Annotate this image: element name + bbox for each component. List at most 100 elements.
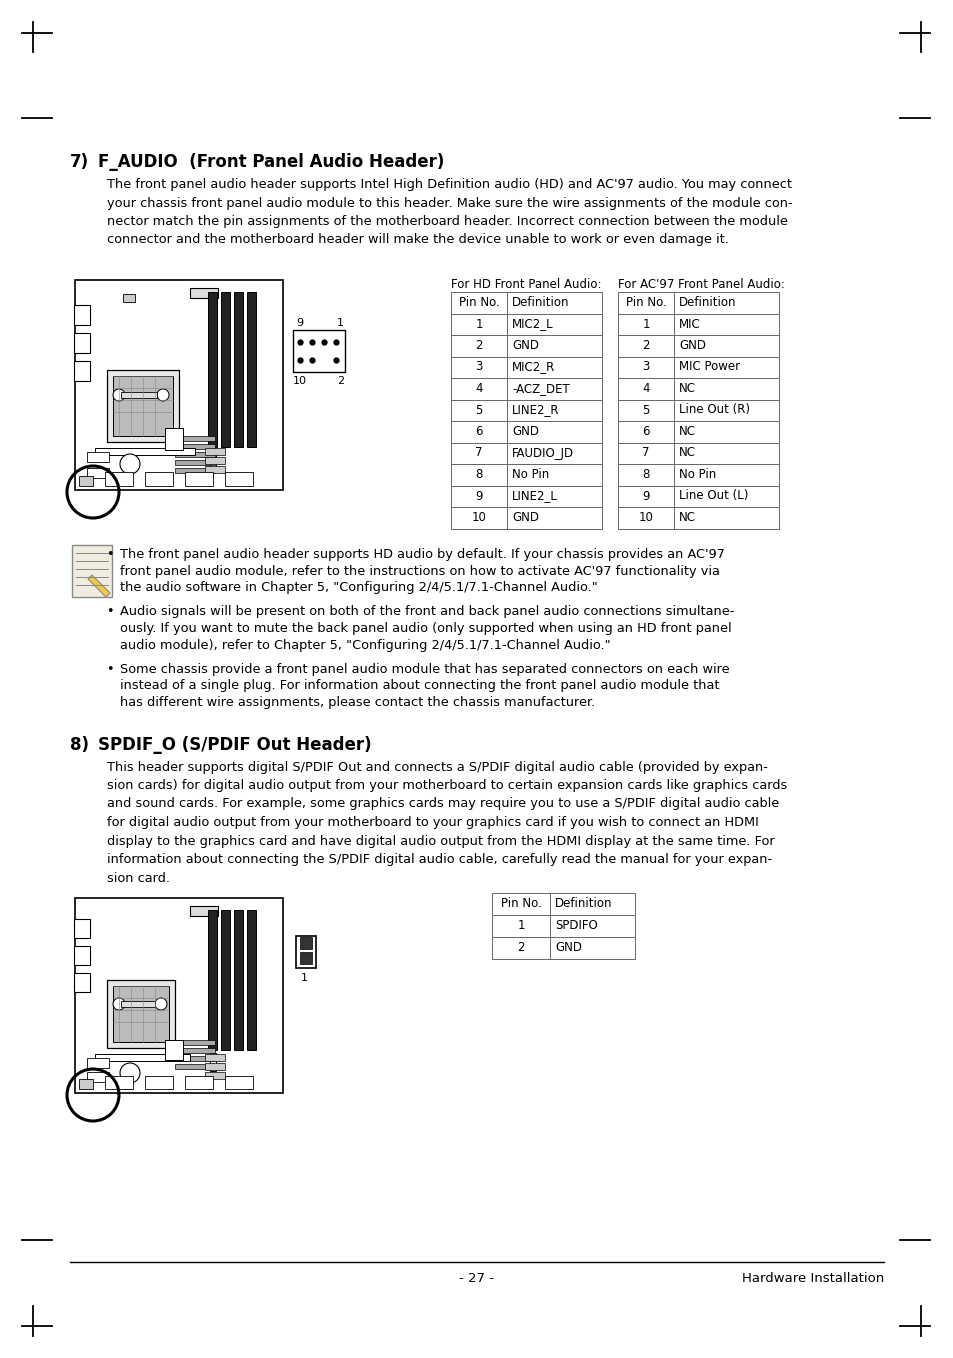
- Bar: [74, 947, 90, 966]
- Bar: [299, 937, 312, 949]
- Circle shape: [120, 454, 140, 474]
- Bar: [451, 507, 601, 528]
- Text: audio module), refer to Chapter 5, "Configuring 2/4/5.1/7.1-Channel Audio.": audio module), refer to Chapter 5, "Conf…: [120, 638, 610, 652]
- Bar: [75, 898, 283, 1093]
- Text: NC: NC: [679, 511, 696, 524]
- Text: Pin No.: Pin No.: [500, 898, 540, 910]
- Text: MIC2_R: MIC2_R: [512, 360, 555, 373]
- Bar: [105, 1076, 132, 1089]
- Text: •: •: [106, 663, 113, 676]
- Bar: [174, 1048, 214, 1052]
- Circle shape: [157, 388, 169, 401]
- Text: - 27 -: - 27 -: [459, 1272, 494, 1285]
- Text: The front panel audio header supports Intel High Definition audio (HD) and AC'97: The front panel audio header supports In…: [107, 178, 791, 191]
- Text: No Pin: No Pin: [512, 469, 549, 481]
- Bar: [618, 292, 779, 314]
- Bar: [123, 293, 135, 301]
- Bar: [618, 486, 779, 507]
- Text: for digital audio output from your motherboard to your graphics card if you wish: for digital audio output from your mothe…: [107, 816, 758, 828]
- Bar: [87, 1058, 109, 1067]
- Bar: [174, 436, 214, 441]
- Text: GND: GND: [679, 340, 705, 352]
- Text: GND: GND: [555, 941, 581, 955]
- Text: FAUDIO_JD: FAUDIO_JD: [512, 447, 574, 459]
- Bar: [174, 1040, 214, 1046]
- Text: LINE2_L: LINE2_L: [512, 489, 558, 502]
- Bar: [185, 473, 213, 486]
- Bar: [208, 292, 216, 447]
- Text: front panel audio module, refer to the instructions on how to activate AC'97 fun: front panel audio module, refer to the i…: [120, 565, 720, 577]
- Text: •: •: [106, 549, 113, 561]
- Text: For HD Front Panel Audio:: For HD Front Panel Audio:: [451, 278, 601, 291]
- Text: connector and the motherboard header will make the device unable to work or even: connector and the motherboard header wil…: [107, 234, 728, 247]
- Text: sion cards) for digital audio output from your motherboard to certain expansion : sion cards) for digital audio output fro…: [107, 779, 786, 792]
- Text: the audio software in Chapter 5, "Configuring 2/4/5.1/7.1-Channel Audio.": the audio software in Chapter 5, "Config…: [120, 581, 598, 593]
- Text: NC: NC: [679, 447, 696, 459]
- Bar: [174, 1065, 214, 1069]
- Bar: [233, 292, 243, 447]
- Text: 2: 2: [641, 340, 649, 352]
- Bar: [618, 464, 779, 486]
- Text: Definition: Definition: [555, 898, 612, 910]
- Bar: [74, 972, 90, 991]
- Bar: [145, 473, 172, 486]
- Bar: [221, 292, 230, 447]
- Bar: [174, 469, 214, 473]
- Bar: [451, 486, 601, 507]
- Bar: [205, 458, 225, 464]
- Text: Pin No.: Pin No.: [625, 296, 666, 310]
- Bar: [112, 376, 172, 436]
- Bar: [618, 314, 779, 335]
- Bar: [618, 378, 779, 399]
- Text: sion card.: sion card.: [107, 872, 170, 884]
- Text: ously. If you want to mute the back panel audio (only supported when using an HD: ously. If you want to mute the back pane…: [120, 622, 731, 636]
- Text: MIC Power: MIC Power: [679, 360, 740, 373]
- Text: 8: 8: [641, 469, 649, 481]
- Bar: [107, 980, 174, 1048]
- Text: Line Out (L): Line Out (L): [679, 489, 747, 502]
- Text: SPDIFO: SPDIFO: [555, 919, 598, 932]
- Bar: [205, 466, 225, 473]
- Bar: [492, 915, 635, 937]
- Bar: [208, 910, 216, 1050]
- Text: -ACZ_DET: -ACZ_DET: [512, 382, 569, 395]
- Bar: [121, 1001, 154, 1008]
- Text: MIC2_L: MIC2_L: [512, 318, 553, 330]
- Bar: [165, 1040, 183, 1061]
- Bar: [225, 473, 253, 486]
- Text: 7: 7: [475, 447, 482, 459]
- Bar: [225, 1076, 253, 1089]
- Text: 1: 1: [475, 318, 482, 330]
- Bar: [618, 443, 779, 464]
- Text: 9: 9: [295, 318, 303, 329]
- Bar: [492, 937, 635, 959]
- Text: F_AUDIO  (Front Panel Audio Header): F_AUDIO (Front Panel Audio Header): [98, 153, 444, 171]
- Text: For AC'97 Front Panel Audio:: For AC'97 Front Panel Audio:: [618, 278, 784, 291]
- Text: SPDIF_O (S/PDIF Out Header): SPDIF_O (S/PDIF Out Header): [98, 736, 372, 754]
- Text: Definition: Definition: [512, 296, 569, 310]
- Text: Some chassis provide a front panel audio module that has separated connectors on: Some chassis provide a front panel audio…: [120, 663, 729, 676]
- Bar: [451, 335, 601, 357]
- Bar: [79, 477, 92, 486]
- Text: Definition: Definition: [679, 296, 736, 310]
- Text: 10: 10: [293, 376, 307, 386]
- Text: 9: 9: [475, 489, 482, 502]
- Text: 10: 10: [638, 511, 653, 524]
- Text: LINE2_R: LINE2_R: [512, 403, 558, 417]
- Text: instead of a single plug. For information about connecting the front panel audio: instead of a single plug. For informatio…: [120, 679, 719, 693]
- Text: 6: 6: [475, 425, 482, 439]
- Text: Hardware Installation: Hardware Installation: [741, 1272, 883, 1285]
- Text: 2: 2: [517, 941, 524, 955]
- Text: 9: 9: [641, 489, 649, 502]
- Bar: [210, 449, 215, 469]
- Bar: [295, 936, 315, 968]
- Text: NC: NC: [679, 382, 696, 395]
- Bar: [618, 507, 779, 528]
- Text: 7): 7): [70, 153, 89, 171]
- Bar: [174, 460, 214, 464]
- Text: information about connecting the S/PDIF digital audio cable, carefully read the : information about connecting the S/PDIF …: [107, 853, 771, 866]
- Bar: [74, 361, 90, 382]
- Text: 7: 7: [641, 447, 649, 459]
- Text: 1: 1: [517, 919, 524, 932]
- Bar: [247, 292, 255, 447]
